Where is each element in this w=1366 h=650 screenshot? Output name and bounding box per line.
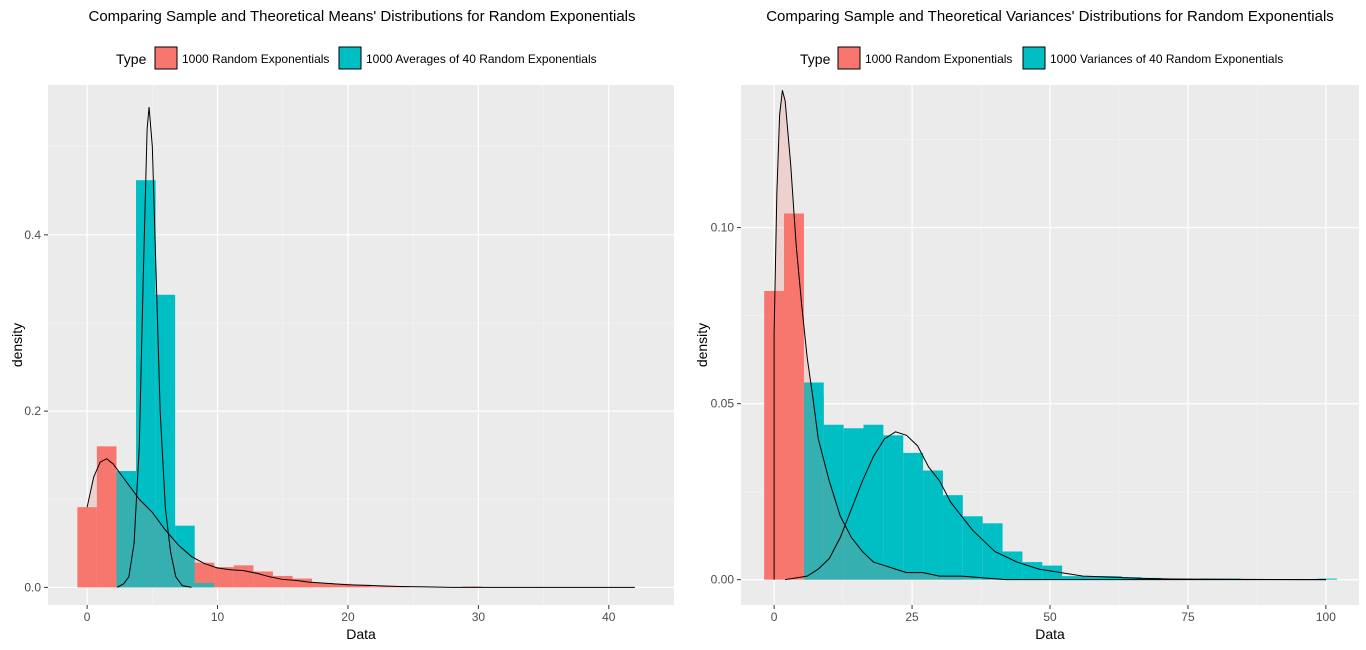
histogram-bar: [1002, 551, 1023, 580]
y-tick-label: 0.10: [711, 221, 735, 235]
gridlines: [48, 85, 674, 605]
legend-swatch-variances: [1022, 46, 1046, 70]
y-tick-label: 0.2: [24, 404, 41, 418]
histogram-bar: [903, 452, 924, 580]
x-axis-title: Data: [346, 626, 376, 642]
density-curves: [773, 90, 1326, 581]
histogram-bar: [331, 583, 352, 588]
density-area: [87, 458, 635, 588]
legend-label-variances: 1000 Variances of 40 Random Exponentials: [1050, 52, 1283, 66]
histogram-bar: [194, 582, 215, 588]
histogram-bar: [1101, 576, 1122, 580]
y-tick-label: 0.4: [24, 228, 41, 242]
y-tick-label: 0.05: [711, 397, 735, 411]
legend-swatch-random: [154, 46, 178, 70]
histogram-bar: [312, 582, 332, 588]
density-line: [773, 90, 1326, 581]
histogram-bar: [272, 575, 293, 588]
histogram-bar: [155, 294, 176, 588]
legend-label-random: 1000 Random Exponentials: [182, 52, 329, 66]
histogram-bar: [1082, 576, 1102, 580]
density-area: [774, 90, 1326, 580]
y-axis-title: density: [694, 323, 710, 367]
x-tick-label: 50: [1043, 610, 1057, 624]
chart-variances: Comparing Sample and Theoretical Varianc…: [694, 8, 1359, 642]
histogram-bar: [942, 495, 963, 580]
histogram-bar: [1022, 562, 1043, 580]
histogram-bar: [883, 435, 904, 580]
histogram-bar: [1062, 576, 1083, 580]
y-tick-label: 0.00: [711, 573, 735, 587]
x-tick-label: 20: [341, 610, 355, 624]
histogram-bar: [194, 562, 215, 588]
histogram-bar: [136, 180, 156, 588]
histogram-bar: [116, 471, 137, 588]
y-axis-ticks: 0.00 0.05 0.10: [711, 221, 741, 587]
chart-title: Comparing Sample and Theoretical Means' …: [88, 8, 635, 25]
histogram-bar: [962, 516, 983, 580]
histogram-bar: [96, 446, 117, 588]
density-line: [116, 106, 192, 588]
histogram-bar: [233, 565, 254, 588]
x-tick-label: 40: [602, 610, 616, 624]
legend-title: Type: [800, 51, 831, 67]
x-axis-ticks: 0 10 20 30 40: [84, 605, 616, 624]
chart-means: Comparing Sample and Theoretical Means' …: [9, 8, 674, 642]
histogram-bar: [982, 523, 1003, 580]
histogram-bar: [863, 424, 884, 580]
histogram-bar: [923, 470, 943, 580]
legend: Type 1000 Random Exponentials 1000 Avera…: [116, 46, 597, 70]
legend: Type 1000 Random Exponentials 1000 Varia…: [800, 46, 1283, 70]
x-tick-label: 10: [211, 610, 225, 624]
histogram-bar: [1317, 578, 1337, 580]
x-axis-title: Data: [1035, 626, 1065, 642]
x-axis-ticks: 0 25 50 75 100: [771, 605, 1336, 624]
legend-title: Type: [116, 51, 147, 67]
density-curves: [86, 106, 635, 588]
legend-label-averages: 1000 Averages of 40 Random Exponentials: [366, 52, 597, 66]
histogram-bar: [175, 525, 195, 588]
x-tick-label: 100: [1316, 610, 1336, 624]
x-tick-label: 75: [1181, 610, 1195, 624]
chart-title: Comparing Sample and Theoretical Varianc…: [766, 8, 1334, 25]
histogram-bar: [292, 578, 313, 588]
x-tick-label: 0: [771, 610, 778, 624]
histogram-bar: [1042, 565, 1063, 580]
histogram-bar: [803, 382, 824, 580]
histogram-bar: [253, 571, 273, 588]
density-line: [785, 431, 1326, 581]
y-axis-ticks: 0.0 0.2 0.4: [24, 228, 48, 594]
legend-swatch-random: [837, 46, 861, 70]
x-tick-label: 30: [472, 610, 486, 624]
histogram-bar: [77, 507, 97, 588]
histogram-bar: [351, 584, 371, 588]
histogram-bar: [784, 213, 804, 580]
x-tick-label: 25: [905, 610, 919, 624]
density-line: [86, 458, 635, 588]
legend-label-random: 1000 Random Exponentials: [865, 52, 1012, 66]
histogram-bar: [370, 586, 391, 588]
y-axis-title: density: [9, 323, 25, 367]
y-tick-label: 0.0: [24, 580, 41, 594]
histogram-bar: [214, 567, 234, 588]
x-tick-label: 0: [84, 610, 91, 624]
legend-swatch-averages: [338, 46, 362, 70]
